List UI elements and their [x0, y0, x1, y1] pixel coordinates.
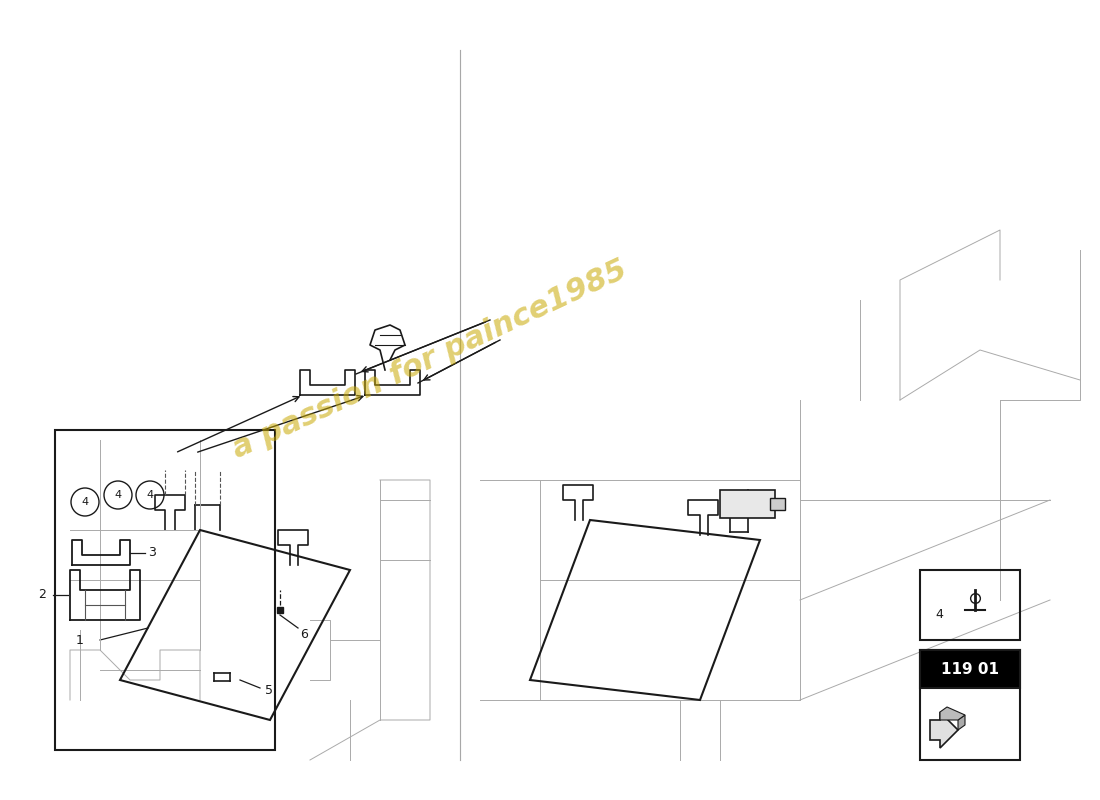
Text: 4: 4 [114, 490, 122, 500]
Bar [770, 498, 785, 510]
Text: 5: 5 [265, 683, 273, 697]
Polygon shape [940, 707, 965, 720]
Bar [720, 490, 775, 518]
Polygon shape [958, 715, 965, 730]
Text: 4: 4 [146, 490, 154, 500]
Text: 1: 1 [76, 634, 84, 646]
Text: 4: 4 [81, 497, 89, 507]
Text: a passion for paince1985: a passion for paince1985 [228, 255, 632, 465]
Polygon shape [930, 712, 958, 748]
Bar [920, 650, 1020, 688]
Bar [920, 570, 1020, 640]
Text: 4: 4 [935, 609, 943, 622]
Text: 2: 2 [39, 589, 46, 602]
Text: 119 01: 119 01 [940, 662, 999, 677]
Text: 6: 6 [300, 629, 308, 642]
Bar [920, 650, 1020, 760]
Text: 3: 3 [148, 546, 156, 559]
Bar [55, 430, 275, 750]
